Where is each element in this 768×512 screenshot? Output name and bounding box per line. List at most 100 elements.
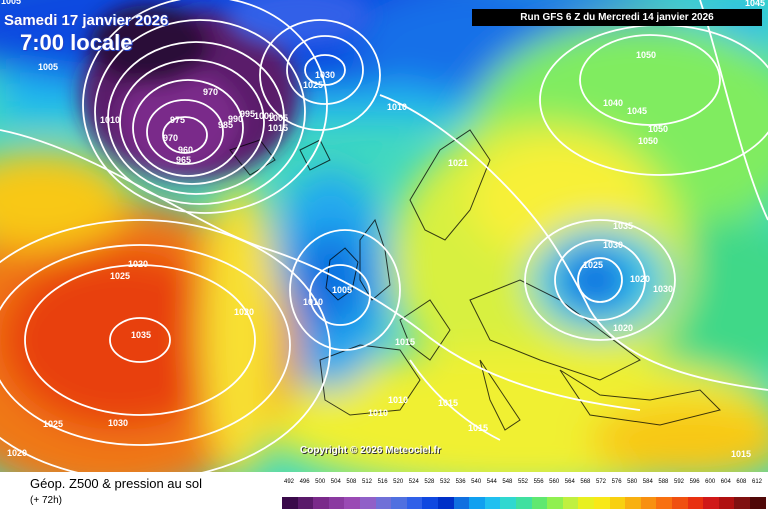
pressure-label: 1050 [638, 136, 658, 146]
pressure-label: 1005 [332, 285, 352, 295]
footer: Géop. Z500 & pression au sol (+ 72h) 492… [0, 472, 768, 512]
legend-swatch [609, 497, 626, 509]
pressure-label: 965 [176, 155, 191, 165]
legend-swatch [750, 497, 767, 509]
pressure-label: 1010 [100, 115, 120, 125]
legend-swatch [547, 497, 564, 509]
isobars [0, 0, 768, 472]
legend-swatch [562, 497, 579, 509]
pressure-label: 1015 [468, 423, 488, 433]
legend-swatch [500, 497, 517, 509]
legend-swatch [594, 497, 611, 509]
legend-tick-label: 608 [736, 479, 747, 485]
pressure-label: 970 [203, 87, 218, 97]
pressure-label: 1010 [388, 395, 408, 405]
pressure-labels: 1005 1010 970 975 970 960 965 985 990 99… [1, 0, 765, 459]
legend-tick-label: 552 [517, 479, 529, 485]
legend-swatch [438, 497, 455, 509]
legend-tick-label: 564 [564, 479, 575, 485]
legend-swatch [422, 497, 439, 509]
legend-swatch [484, 497, 501, 509]
pressure-label: 1045 [627, 106, 647, 116]
legend-tick-label: 592 [673, 479, 685, 485]
legend-tick-label: 520 [393, 479, 404, 485]
run-info: Run GFS 6 Z du Mercredi 14 janvier 2026 [472, 9, 762, 26]
legend-swatch [406, 497, 423, 509]
legend-swatch [453, 497, 470, 509]
pressure-label: 1020 [234, 307, 254, 317]
legend-tick-label: 600 [705, 479, 716, 485]
legend-tick-label: 556 [533, 479, 544, 485]
legend-swatch [375, 497, 392, 509]
legend-tick-label: 548 [502, 479, 513, 485]
legend-swatch [531, 497, 548, 509]
legend-tick-label: 612 [751, 479, 763, 485]
legend-tick-label: 508 [346, 479, 357, 485]
pressure-label: 1050 [636, 50, 656, 60]
legend-tick-label: 504 [330, 479, 341, 485]
pressure-label: 1040 [603, 98, 623, 108]
legend-swatch [656, 497, 673, 509]
legend-tick-label: 500 [315, 479, 326, 485]
legend-tick-label: 604 [720, 479, 731, 485]
pressure-label: 1035 [131, 330, 151, 340]
legend-tick-label: 580 [627, 479, 638, 485]
legend-swatch [703, 497, 720, 509]
legend-tick-label: 524 [408, 479, 419, 485]
pressure-label: 1015 [268, 123, 288, 133]
legend-swatch [672, 497, 689, 509]
pressure-label: 1020 [128, 259, 148, 269]
legend-tick-label: 568 [580, 479, 591, 485]
pressure-label: 1025 [43, 419, 63, 429]
pressure-label: 1030 [603, 240, 623, 250]
pressure-label: 1005 [268, 113, 288, 123]
forecast-date: Samedi 17 janvier 2026 [4, 12, 169, 29]
pressure-label: 970 [163, 133, 178, 143]
pressure-label: 1015 [395, 337, 415, 347]
pressure-label: 1015 [731, 449, 751, 459]
legend-tick-label: 532 [439, 479, 451, 485]
weather-map: 1005 1010 970 975 970 960 965 985 990 99… [0, 0, 768, 472]
legend-swatch [625, 497, 642, 509]
legend-swatch [640, 497, 657, 509]
legend-swatch [297, 497, 314, 509]
legend-tick-label: 516 [377, 479, 388, 485]
legend-swatch [391, 497, 408, 509]
legend-tick-label: 496 [299, 479, 310, 485]
pressure-label: 960 [178, 145, 193, 155]
legend-tick-label: 576 [611, 479, 622, 485]
pressure-label: 1030 [315, 70, 335, 80]
pressure-label: 1010 [368, 408, 388, 418]
legend-swatch [344, 497, 361, 509]
pressure-label: 1025 [303, 80, 323, 90]
pressure-label: 975 [170, 115, 185, 125]
pressure-label: 1010 [303, 297, 323, 307]
legend-tick-label: 560 [549, 479, 560, 485]
legend-tick-label: 492 [283, 479, 295, 485]
forecast-time: 7:00 locale [20, 30, 133, 55]
legend-tick-label: 528 [424, 479, 435, 485]
pressure-label: 990 [228, 114, 243, 124]
pressure-label: 1045 [745, 0, 765, 8]
legend-swatch [734, 497, 751, 509]
legend-tick-label: 584 [642, 479, 653, 485]
legend-tick-label: 536 [455, 479, 466, 485]
map-svg: 1005 1010 970 975 970 960 965 985 990 99… [0, 0, 768, 472]
pressure-label: 1025 [583, 260, 603, 270]
pressure-label: 1015 [438, 398, 458, 408]
pressure-label: 1021 [448, 158, 468, 168]
pressure-label: 995 [240, 109, 255, 119]
pressure-label: 1030 [653, 284, 673, 294]
pressure-label: 1025 [110, 271, 130, 281]
pressure-label: 1005 [38, 62, 58, 72]
pressure-label: 1035 [613, 221, 633, 231]
pressure-label: 1030 [108, 418, 128, 428]
legend-swatch [718, 497, 735, 509]
legend-swatch [578, 497, 595, 509]
legend-tick-label: 544 [486, 479, 497, 485]
pressure-label: 1020 [630, 274, 650, 284]
legend-swatch [516, 497, 533, 509]
legend-swatch [687, 497, 704, 509]
legend-swatch [282, 497, 299, 509]
pressure-label: 1050 [648, 124, 668, 134]
